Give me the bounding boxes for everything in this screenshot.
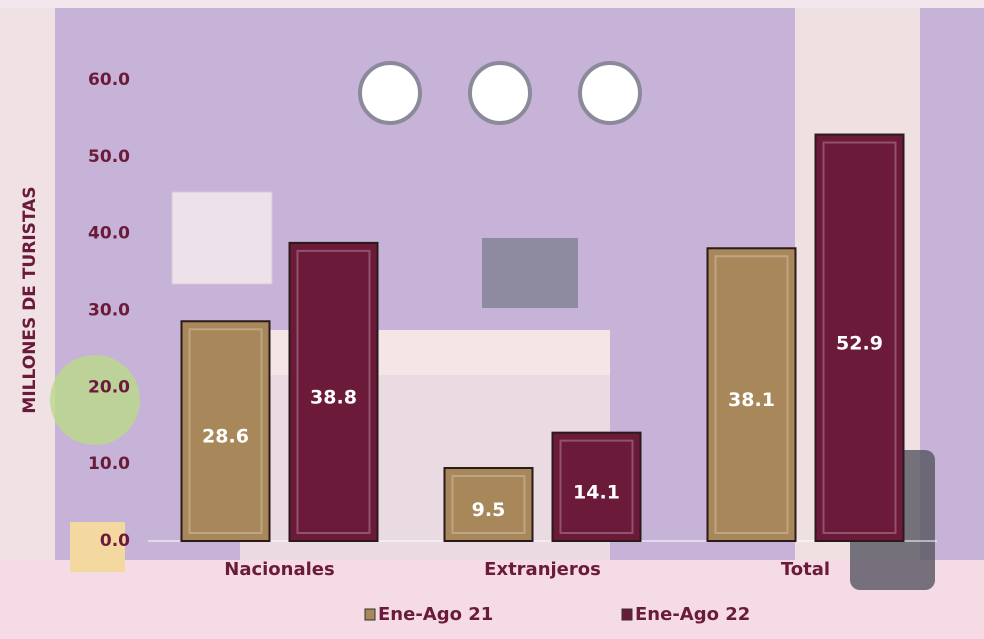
value-label: 38.1 (728, 389, 775, 411)
legend-label: Ene-Ago 21 (378, 604, 493, 625)
x-tick-label: Nacionales (224, 559, 334, 580)
chart: MILLONES DE TURISTAS 0.0 10.0 20.0 30.0 40.0… (0, 0, 984, 639)
y-tick-label: 0.0 (100, 531, 130, 551)
legend-label: Ene-Ago 22 (635, 604, 750, 625)
y-axis-label: MILLONES DE TURISTAS (20, 186, 40, 413)
legend-marker (622, 609, 632, 620)
value-label: 9.5 (472, 499, 506, 521)
value-label: 14.1 (573, 481, 620, 503)
y-tick-label: 40.0 (88, 224, 130, 244)
x-tick-label: Extranjeros (484, 559, 601, 580)
y-tick-label: 10.0 (88, 454, 130, 474)
y-tick-label: 20.0 (88, 377, 130, 397)
x-tick-label: Total (781, 559, 830, 580)
value-label: 52.9 (836, 332, 883, 354)
legend-marker (365, 609, 375, 620)
value-label: 28.6 (202, 426, 249, 448)
y-tick-label: 30.0 (88, 301, 130, 321)
y-tick-label: 50.0 (88, 147, 130, 167)
value-label: 38.8 (310, 386, 357, 408)
y-tick-label: 60.0 (88, 70, 130, 90)
